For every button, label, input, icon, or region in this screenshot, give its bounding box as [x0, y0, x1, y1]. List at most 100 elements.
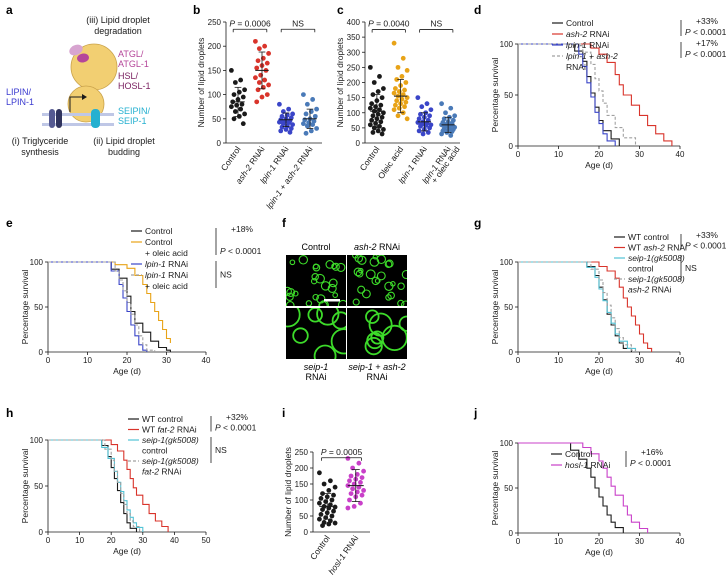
data-point — [329, 497, 335, 503]
micro-label-seip1ash2-2: RNAi — [366, 372, 388, 382]
category-label: Control — [358, 144, 382, 172]
lipid-droplet-ring — [286, 286, 292, 296]
chart-g: 0 50 100 0 10 20 30 40 Age (d) Percentage surviva… — [490, 230, 727, 376]
x-tick-label: 30 — [635, 356, 644, 365]
data-point — [402, 104, 407, 110]
x-tick-label: 10 — [75, 536, 84, 545]
y-tick-label: 200 — [347, 79, 361, 88]
legend-label: Control — [145, 237, 173, 247]
data-point — [259, 94, 265, 100]
lipid-droplet-ring — [336, 262, 346, 272]
data-point — [347, 497, 352, 503]
data-point — [290, 122, 295, 128]
x-tick-label: 30 — [138, 536, 147, 545]
lipid-droplet-ring — [286, 301, 295, 306]
micro-control — [286, 255, 346, 306]
lipid-droplet-ring — [305, 300, 313, 306]
step1-line2: synthesis — [21, 147, 59, 157]
data-point — [304, 101, 310, 107]
lipid-droplet-ring — [292, 327, 309, 344]
data-point — [448, 133, 454, 138]
data-point — [253, 75, 258, 81]
stat-ns: NS — [220, 270, 232, 280]
y-tick-label: 50 — [34, 303, 43, 312]
lipid-droplet-ring — [361, 289, 371, 299]
step2-line2: budding — [108, 147, 140, 157]
lipid-droplet-ring — [328, 278, 338, 288]
legend-label: WT control — [628, 232, 669, 242]
y-tick-label: 0 — [304, 528, 309, 537]
data-point — [419, 104, 425, 110]
data-point — [239, 101, 245, 107]
significance-label: P = 0.0005 — [321, 447, 363, 457]
survival-curve — [518, 261, 653, 352]
survival-curve — [518, 43, 673, 146]
data-point — [395, 64, 401, 70]
data-point — [351, 504, 357, 509]
lipid-droplet-ring — [376, 271, 386, 281]
x-tick-label: 30 — [635, 537, 644, 546]
data-point — [310, 122, 316, 128]
stat-effect: +17% — [696, 38, 718, 48]
lipin-protein-2 — [56, 109, 62, 128]
seipin-label-2: SEIP-1 — [118, 116, 147, 126]
survival-curve — [518, 442, 624, 533]
lipid-droplet-ring — [313, 344, 337, 359]
data-point — [379, 95, 385, 101]
lipid-droplet-ring — [353, 267, 363, 277]
data-point — [403, 80, 409, 85]
x-tick-label: 40 — [170, 536, 179, 545]
y-tick-label: 100 — [30, 258, 44, 267]
y-axis-title: Number of lipid droplets — [335, 38, 345, 128]
data-point — [404, 116, 410, 122]
x-axis-title: Age (d) — [585, 366, 613, 376]
stat-effect: +33% — [696, 16, 718, 26]
data-point — [240, 121, 246, 127]
lipin-protein-1 — [49, 109, 55, 128]
y-tick-label: 50 — [351, 124, 360, 133]
x-tick-label: 30 — [162, 356, 171, 365]
legend-label: + oleic acid — [145, 281, 188, 291]
er-membrane-bottom — [42, 123, 114, 126]
data-point — [370, 113, 376, 119]
y-tick-label: 0 — [217, 139, 222, 148]
lipid-droplet-ring — [318, 300, 328, 306]
legend-label: Control — [565, 449, 593, 459]
data-point — [327, 478, 333, 484]
x-tick-label: 10 — [83, 356, 92, 365]
chart-e: 0 50 100 0 10 20 30 40 Age (d) Percentage surviva… — [20, 224, 262, 376]
data-point — [403, 99, 409, 105]
data-point — [391, 107, 397, 113]
data-point — [361, 468, 366, 474]
data-point — [381, 126, 386, 132]
y-tick-label: 250 — [295, 448, 309, 457]
survival-curve — [48, 439, 144, 532]
data-point — [345, 456, 351, 461]
data-point — [287, 129, 293, 135]
micrograph-texture — [286, 308, 346, 359]
data-point — [399, 74, 405, 79]
data-point — [377, 74, 382, 79]
lipid-droplet-ring — [358, 267, 364, 274]
legend-label: fat-2 RNAi — [142, 467, 181, 477]
data-point — [332, 484, 338, 490]
chart-c: 0 50 100 150 200 250 300 350 400 Number of lipid … — [335, 18, 462, 185]
data-point — [266, 82, 271, 88]
data-point — [229, 104, 234, 110]
synthesis-arrow-head — [82, 94, 87, 100]
data-point — [308, 128, 314, 134]
data-point — [416, 128, 422, 134]
data-point — [439, 101, 444, 107]
data-point — [329, 513, 335, 519]
lipid-droplet-ring — [355, 269, 364, 278]
data-point — [301, 121, 306, 127]
chart-b: 0 50 100 150 200 250 Number of lipid droplets C… — [196, 18, 322, 211]
data-point — [253, 38, 258, 44]
survival-curve — [518, 261, 632, 352]
x-axis-title: Age (d) — [113, 546, 141, 556]
x-tick-label: 20 — [595, 537, 604, 546]
data-point — [290, 111, 295, 117]
data-point — [359, 492, 365, 498]
data-point — [378, 102, 384, 108]
data-point — [240, 94, 246, 100]
